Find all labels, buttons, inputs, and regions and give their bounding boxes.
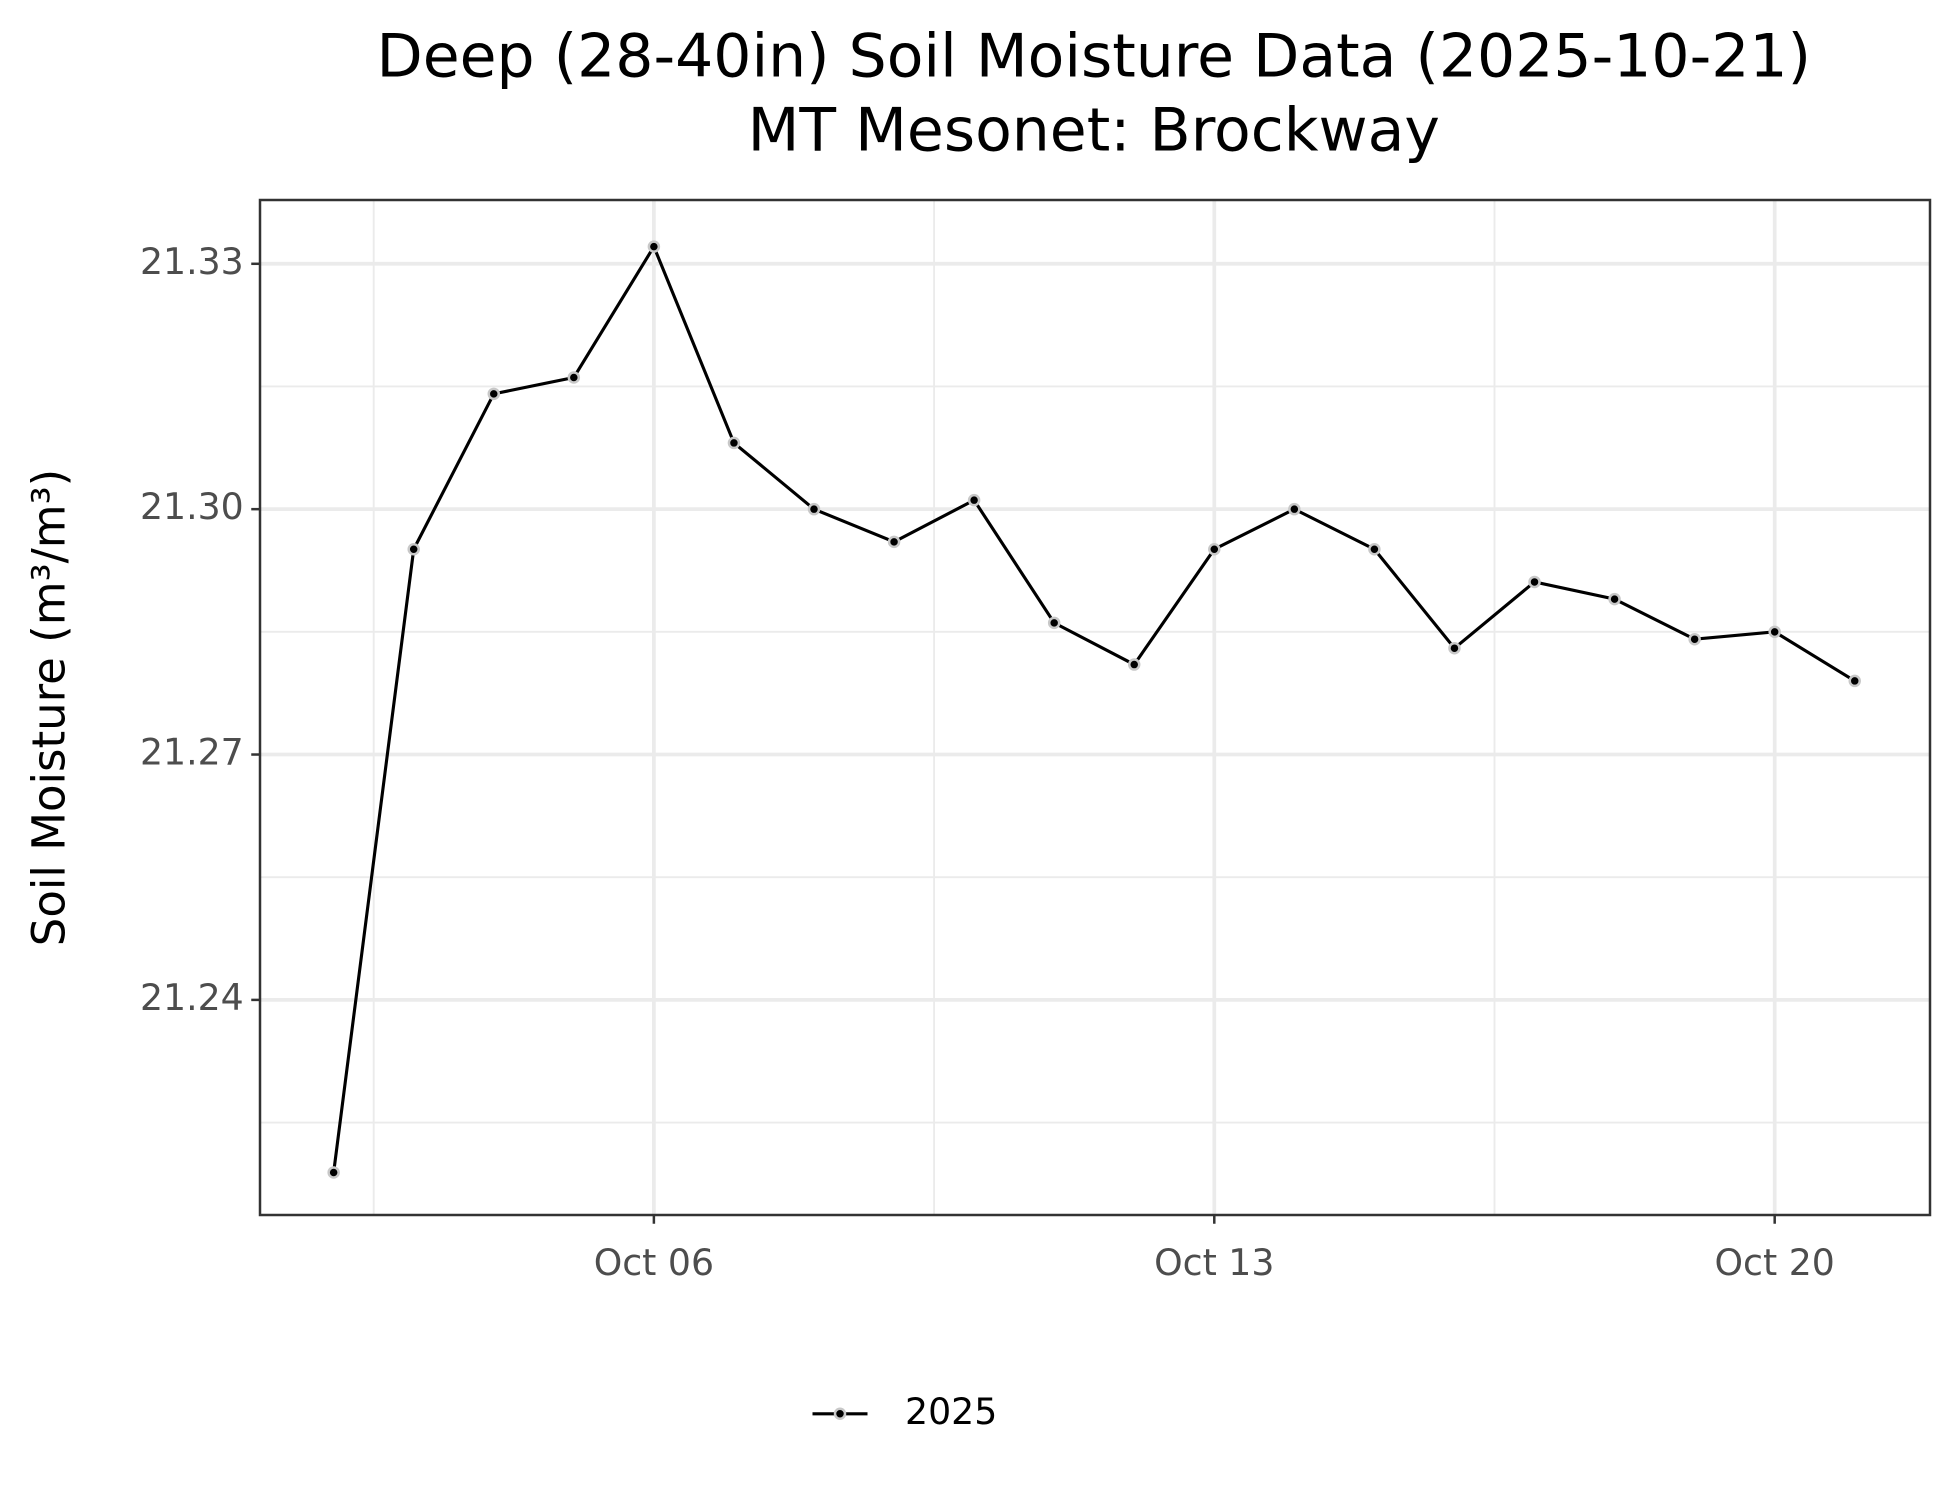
data-point <box>1368 542 1381 556</box>
data-point <box>1528 575 1541 589</box>
y-tick-label: 21.30 <box>140 485 244 528</box>
data-point <box>487 387 501 401</box>
data-point <box>647 240 661 253</box>
chart-subtitle: MT Mesonet: Brockway <box>748 95 1440 165</box>
y-axis-label: Soil Moisture (m³/m³) <box>23 469 76 946</box>
data-point <box>1448 641 1461 655</box>
data-point <box>967 493 981 507</box>
chart-title: Deep (28-40in) Soil Moisture Data (2025-… <box>377 22 1811 92</box>
x-tick-label: Oct 20 <box>1715 1241 1835 1284</box>
x-tick-label: Oct 13 <box>1154 1241 1274 1284</box>
data-point <box>1688 632 1701 646</box>
data-point <box>1127 658 1141 671</box>
data-point <box>567 371 581 384</box>
data-point <box>1047 616 1061 630</box>
data-line <box>332 243 1856 1173</box>
data-point <box>327 1166 340 1179</box>
y-tick-label: 21.27 <box>140 731 244 774</box>
x-tick-label: Oct 06 <box>594 1241 714 1284</box>
plot-border <box>258 198 1932 1217</box>
data-point <box>1608 592 1621 606</box>
y-tick-label: 21.24 <box>140 976 244 1019</box>
data-point <box>887 535 901 549</box>
data-point <box>727 436 741 450</box>
data-point <box>1768 625 1781 639</box>
data-point <box>807 502 821 516</box>
data-point <box>1288 502 1301 516</box>
legend-label: 2025 <box>905 1390 997 1433</box>
data-point <box>1208 542 1221 556</box>
y-tick-label: 21.33 <box>140 240 244 283</box>
data-point <box>407 542 420 556</box>
legend-point <box>833 1407 847 1420</box>
data-point <box>1848 674 1861 688</box>
